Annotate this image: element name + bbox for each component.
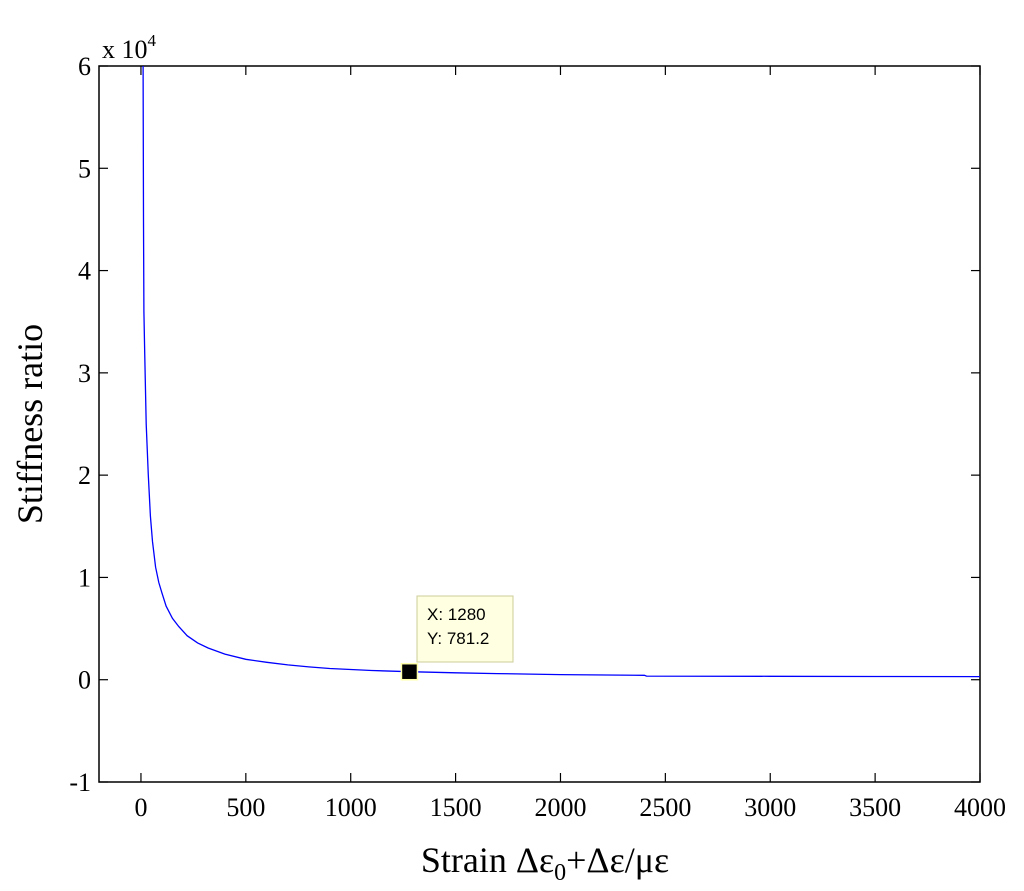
datatip[interactable]: X: 1280 Y: 781.2	[400, 595, 514, 681]
y-tick-label: 1	[78, 563, 91, 592]
y-tick-label: 3	[78, 359, 91, 388]
datatip-marker[interactable]	[400, 662, 419, 681]
y-axis-ticks: -1 0 1 2 3 4 5 6	[69, 52, 980, 797]
y-axis-label: Stiffness ratio	[10, 324, 50, 524]
y-exponent-power: 4	[148, 31, 157, 50]
x-axis-ticks: 0 500 1000 1500 2000 2500 3000 3500 4000	[134, 66, 1006, 822]
y-exponent-label: x 104	[102, 31, 157, 64]
x-tick-label: 1500	[430, 793, 482, 822]
datatip-box	[416, 595, 514, 663]
x-tick-label: 500	[226, 793, 265, 822]
x-tick-label: 2000	[534, 793, 586, 822]
x-tick-label: 3500	[849, 793, 901, 822]
x-tick-label: 1000	[325, 793, 377, 822]
y-tick-label: 2	[78, 461, 91, 490]
y-tick-label: 4	[78, 257, 91, 286]
series-layer	[142, 65, 981, 678]
x-tick-label: 3000	[744, 793, 796, 822]
x-axis-label-main: Strain Δε	[421, 840, 554, 880]
x-tick-label: 2500	[639, 793, 691, 822]
y-tick-label: -1	[69, 768, 91, 797]
x-axis-label-rest: +Δε/με	[566, 840, 669, 880]
x-axis-label-sub: 0	[554, 860, 566, 886]
y-tick-label: 5	[78, 154, 91, 183]
y-tick-label: 6	[78, 52, 91, 81]
y-tick-label: 0	[78, 666, 91, 695]
plot-area	[98, 65, 981, 783]
x-axis-label: Strain Δε0+Δε/με	[421, 840, 669, 886]
series-line	[142, 65, 981, 678]
datatip-y-text: Y: 781.2	[427, 629, 489, 648]
x-tick-label: 4000	[954, 793, 1006, 822]
x-tick-label: 0	[134, 793, 147, 822]
datatip-x-text: X: 1280	[427, 605, 486, 624]
